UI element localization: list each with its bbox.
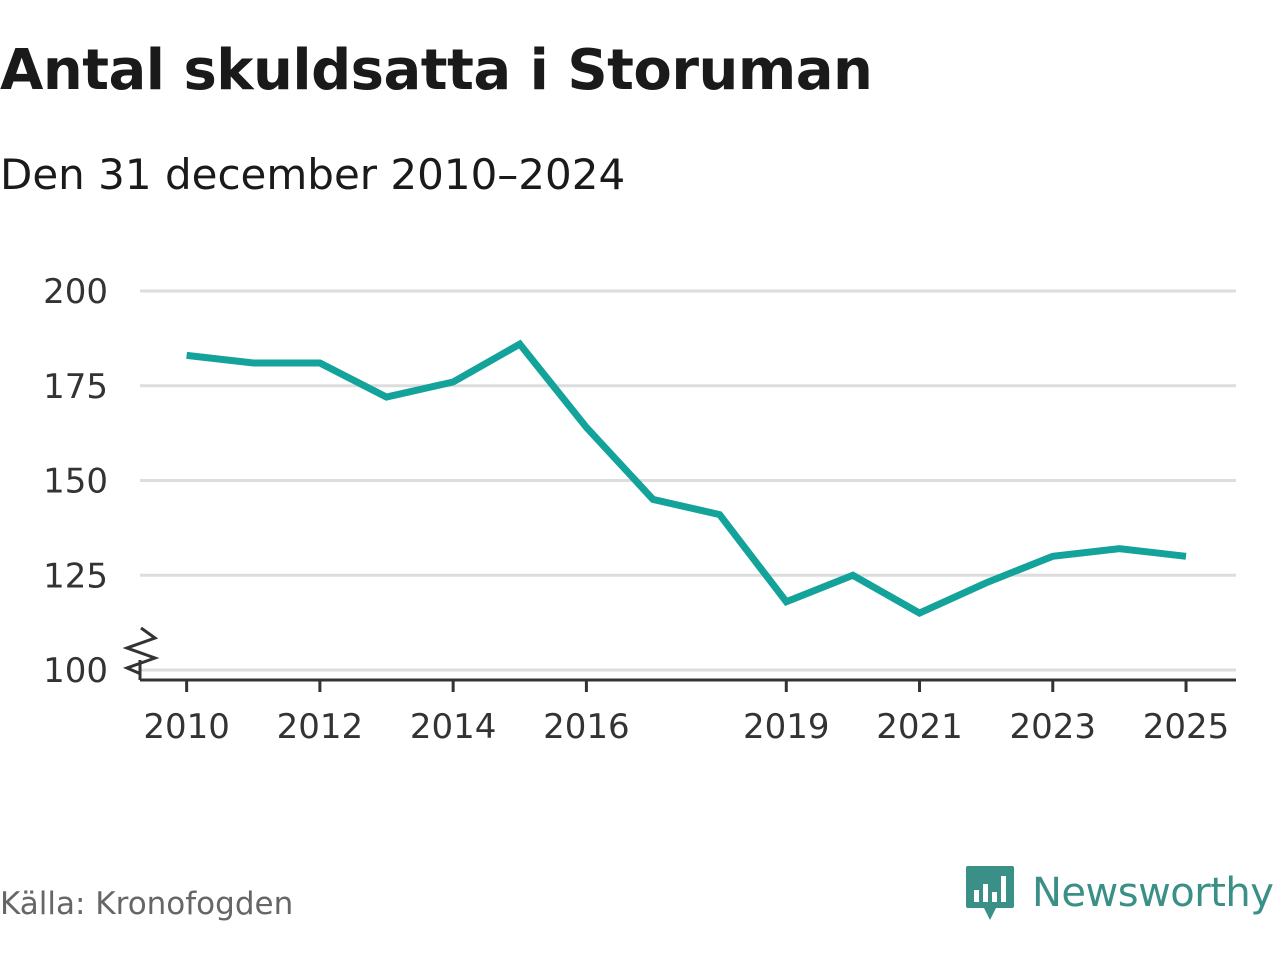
chart-subtitle: Den 31 december 2010–2024 xyxy=(0,150,626,199)
brand-name: Newsworthy xyxy=(1032,870,1274,916)
x-tick-label-2023: 2023 xyxy=(1010,707,1097,747)
x-tick-label-2021: 2021 xyxy=(876,707,963,747)
y-tick-label-175: 175 xyxy=(43,367,108,407)
line-chart: 100 125 150 175 200 2010 2012 2014 2016 2019 2021… xyxy=(43,272,1236,747)
series-line-0 xyxy=(186,339,1187,618)
gridlines xyxy=(140,289,1236,672)
x-tick-label-2019: 2019 xyxy=(743,707,830,747)
source-note: Källa: Kronofogden xyxy=(0,886,294,922)
x-axis-ticks: 2010 2012 2014 2016 2019 2021 2023 2025 xyxy=(143,680,1229,747)
y-tick-label-125: 125 xyxy=(43,556,108,596)
x-tick-label-2016: 2016 xyxy=(543,707,630,747)
y-tick-label-200: 200 xyxy=(43,272,108,312)
y-tick-label-100: 100 xyxy=(43,651,108,691)
x-tick-label-2025: 2025 xyxy=(1143,707,1230,747)
chart-title: Antal skuldsatta i Storuman xyxy=(0,38,873,103)
data-series xyxy=(186,339,1187,618)
y-axis-break xyxy=(122,626,160,676)
bar-chart-speech-bubble-icon xyxy=(966,866,1014,920)
x-tick-label-2014: 2014 xyxy=(410,707,497,747)
y-axis-tick-labels: 100 125 150 175 200 xyxy=(43,272,108,691)
x-tick-label-2010: 2010 xyxy=(143,707,230,747)
newsworthy-logo: Newsworthy xyxy=(964,864,1274,922)
y-tick-label-150: 150 xyxy=(43,462,108,502)
x-axis xyxy=(122,626,1236,682)
x-tick-label-2012: 2012 xyxy=(277,707,364,747)
